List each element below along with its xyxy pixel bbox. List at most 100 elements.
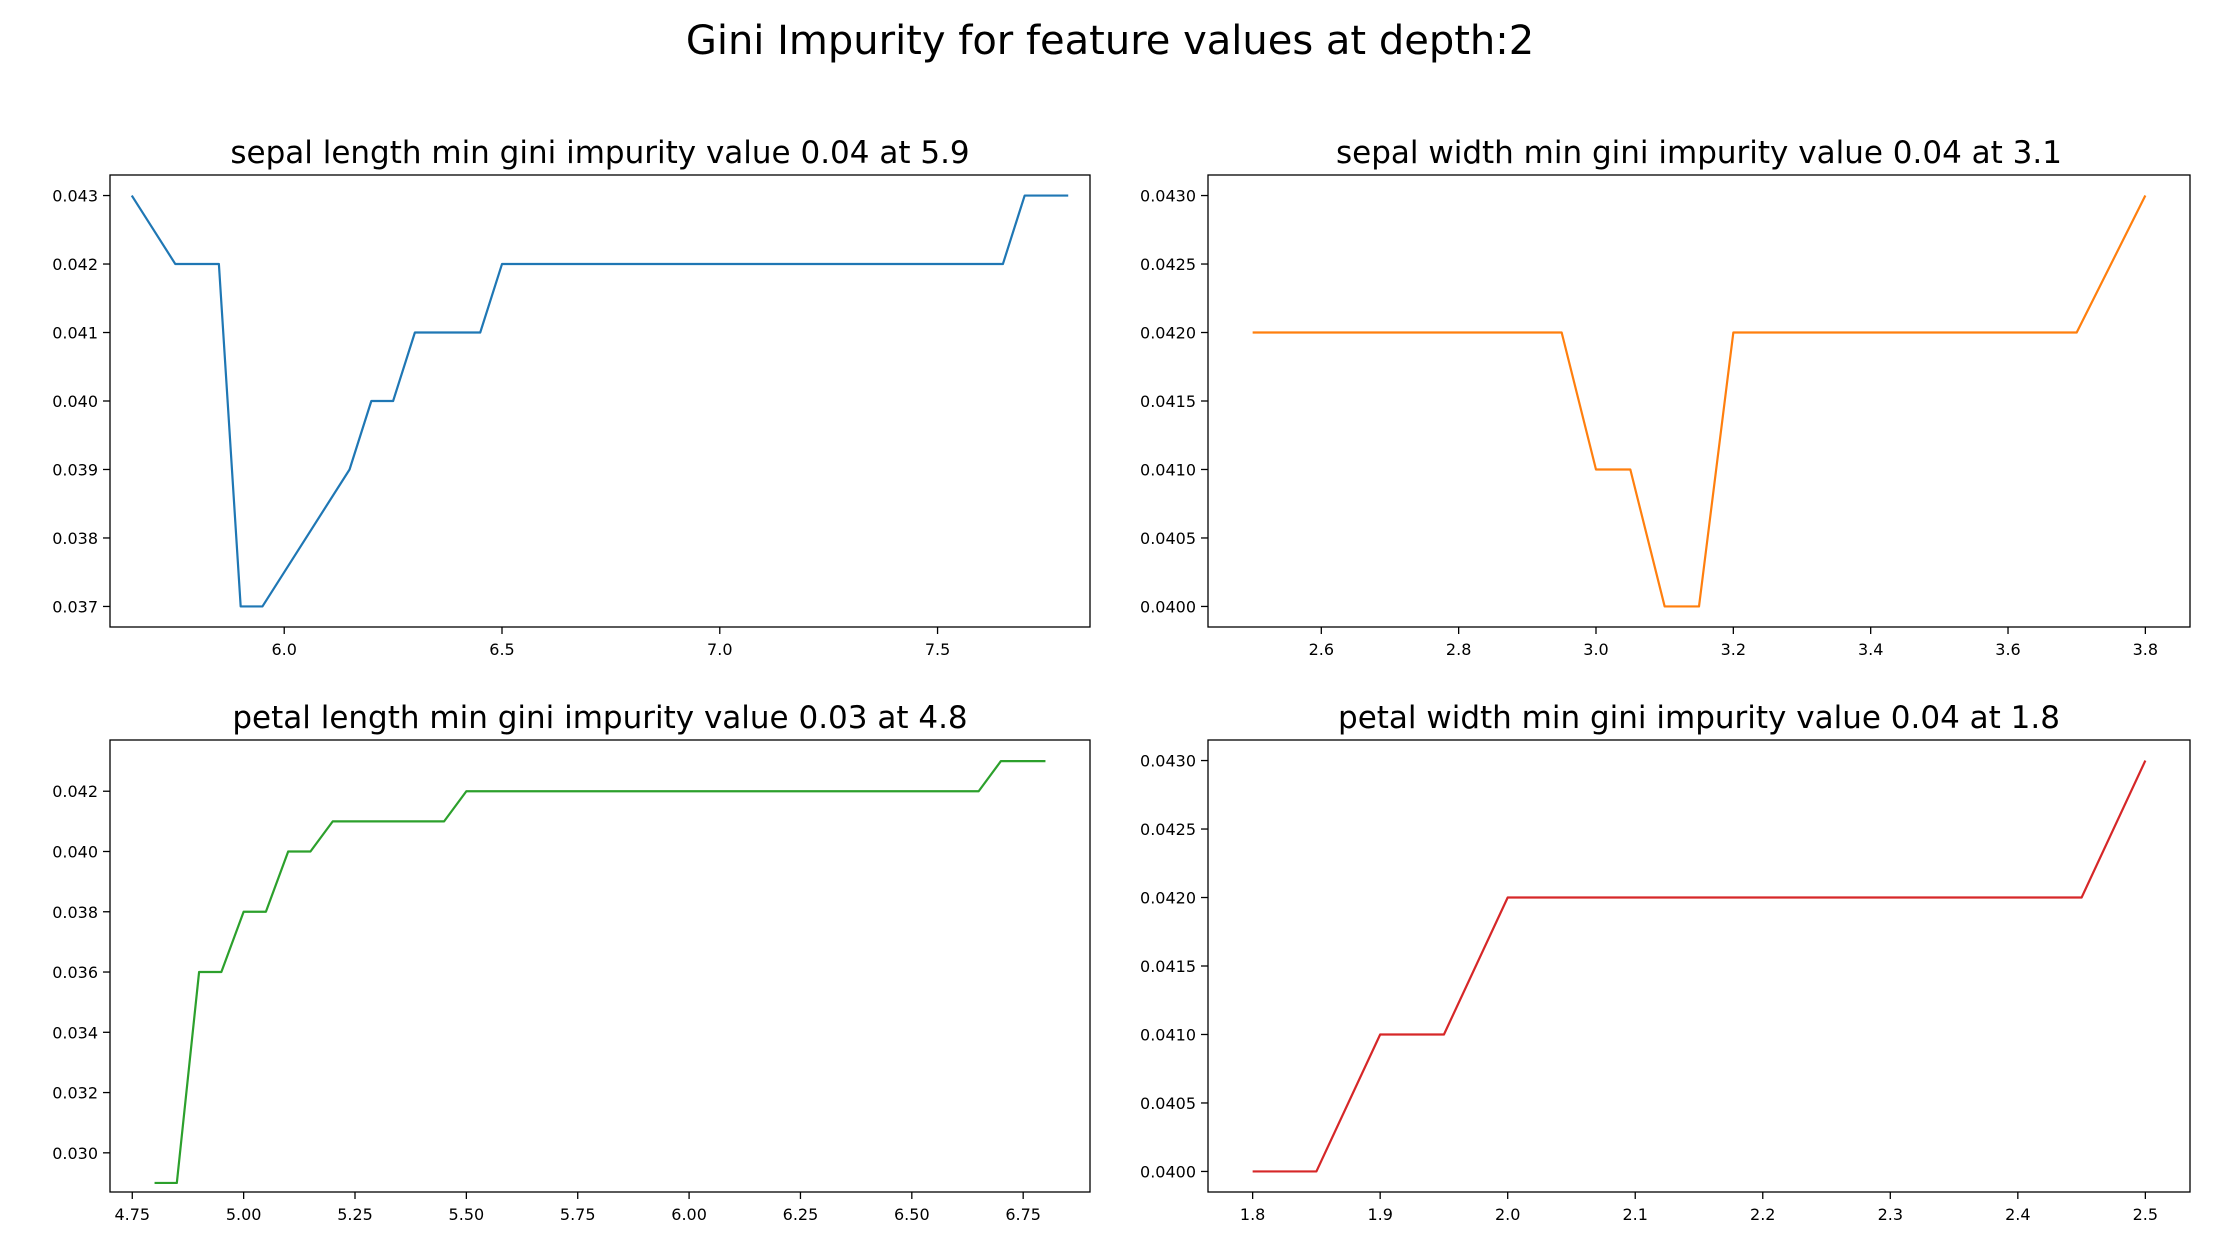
panel-sepal-length: sepal length min gini impurity value 0.0… — [52, 135, 1091, 659]
x-tick-label: 6.0 — [271, 640, 296, 659]
x-tick-label: 5.25 — [337, 1205, 373, 1224]
x-tick-label: 6.5 — [489, 640, 514, 659]
axes-frame — [1207, 739, 2191, 1193]
data-point — [1593, 467, 1598, 472]
data-point — [260, 604, 265, 609]
x-tick-label: 3.2 — [1721, 640, 1746, 659]
y-tick-label: 0.0400 — [1140, 597, 1196, 616]
y-tick-label: 0.0425 — [1140, 820, 1196, 839]
data-point — [369, 399, 374, 404]
data-point — [197, 970, 202, 975]
x-tick-label: 2.6 — [1309, 640, 1334, 659]
y-tick-label: 0.0415 — [1140, 392, 1196, 411]
y-tick-label: 0.0430 — [1140, 187, 1196, 206]
panel-sepal-width: sepal width min gini impurity value 0.04… — [1140, 135, 2191, 659]
subplot-title: sepal length min gini impurity value 0.0… — [230, 135, 969, 171]
x-tick-label: 2.0 — [1495, 1205, 1520, 1224]
y-tick-label: 0.032 — [52, 1084, 98, 1103]
data-point — [1043, 759, 1048, 764]
data-point — [2143, 193, 2148, 198]
subplot-title: petal length min gini impurity value 0.0… — [232, 700, 967, 736]
data-point — [330, 819, 335, 824]
data-point — [976, 789, 981, 794]
data-point — [391, 399, 396, 404]
panel-petal-width: petal width min gini impurity value 0.04… — [1140, 700, 2191, 1224]
x-tick-label: 2.4 — [2005, 1205, 2030, 1224]
axes-frame — [109, 739, 1091, 1193]
subplot-title: petal width min gini impurity value 0.04… — [1338, 700, 2060, 736]
data-point — [464, 789, 469, 794]
data-point — [216, 262, 221, 267]
x-tick-label: 1.9 — [1367, 1205, 1392, 1224]
x-tick-label: 1.8 — [1240, 1205, 1265, 1224]
data-point — [478, 330, 483, 335]
y-tick-label: 0.040 — [52, 842, 98, 861]
data-point — [1314, 1169, 1319, 1174]
data-point — [2143, 758, 2148, 763]
data-point — [1662, 604, 1667, 609]
data-point — [1441, 1032, 1446, 1037]
y-tick-label: 0.037 — [52, 597, 98, 616]
y-tick-label: 0.0420 — [1140, 889, 1196, 908]
y-tick-label: 0.0430 — [1140, 752, 1196, 771]
data-point — [1022, 193, 1027, 198]
y-tick-label: 0.042 — [52, 782, 98, 801]
x-tick-label: 3.6 — [1995, 640, 2020, 659]
x-tick-label: 2.2 — [1750, 1205, 1775, 1224]
data-point — [1697, 604, 1702, 609]
x-tick-label: 2.1 — [1623, 1205, 1648, 1224]
y-tick-label: 0.043 — [52, 187, 98, 206]
y-tick-label: 0.0405 — [1140, 1094, 1196, 1113]
x-tick-label: 5.75 — [560, 1205, 596, 1224]
x-tick-label: 2.3 — [1878, 1205, 1903, 1224]
data-point — [1250, 1169, 1255, 1174]
y-tick-label: 0.036 — [52, 963, 98, 982]
data-point — [241, 909, 246, 914]
data-point — [1559, 330, 1564, 335]
data-point — [1066, 193, 1071, 198]
data-point — [286, 849, 291, 854]
data-point — [1731, 330, 1736, 335]
data-point — [347, 467, 352, 472]
x-tick-label: 5.00 — [226, 1205, 262, 1224]
y-tick-label: 0.0415 — [1140, 957, 1196, 976]
x-tick-label: 6.50 — [894, 1205, 930, 1224]
series-line — [130, 194, 1069, 608]
data-point — [442, 819, 447, 824]
x-tick-label: 6.75 — [1005, 1205, 1041, 1224]
data-point — [238, 604, 243, 609]
data-point — [219, 970, 224, 975]
figure-title: Gini Impurity for feature values at dept… — [686, 18, 1534, 64]
data-point — [412, 330, 417, 335]
y-tick-label: 0.042 — [52, 255, 98, 274]
series-line — [154, 759, 1046, 1185]
x-tick-label: 7.0 — [707, 640, 732, 659]
y-tick-label: 0.038 — [52, 529, 98, 548]
panel-petal-length: petal length min gini impurity value 0.0… — [52, 700, 1091, 1224]
data-point — [1628, 467, 1633, 472]
series-line — [1252, 195, 2147, 608]
y-tick-label: 0.040 — [52, 392, 98, 411]
y-tick-label: 0.0410 — [1140, 1025, 1196, 1044]
axes-frame — [1207, 174, 2191, 628]
x-tick-label: 3.8 — [2133, 640, 2158, 659]
series-line — [1252, 760, 2147, 1173]
y-tick-label: 0.030 — [52, 1144, 98, 1163]
data-point — [1378, 1032, 1383, 1037]
axes-frame — [109, 174, 1091, 628]
y-tick-label: 0.041 — [52, 324, 98, 343]
y-tick-label: 0.039 — [52, 460, 98, 479]
data-point — [129, 193, 134, 198]
data-point — [2079, 895, 2084, 900]
y-tick-label: 0.0400 — [1140, 1162, 1196, 1181]
x-tick-label: 5.50 — [449, 1205, 485, 1224]
y-tick-label: 0.034 — [52, 1023, 98, 1042]
data-point — [174, 1180, 179, 1185]
y-tick-label: 0.0410 — [1140, 460, 1196, 479]
y-tick-label: 0.038 — [52, 903, 98, 922]
data-point — [1505, 895, 1510, 900]
x-tick-label: 6.25 — [783, 1205, 819, 1224]
x-tick-label: 3.4 — [1858, 640, 1883, 659]
